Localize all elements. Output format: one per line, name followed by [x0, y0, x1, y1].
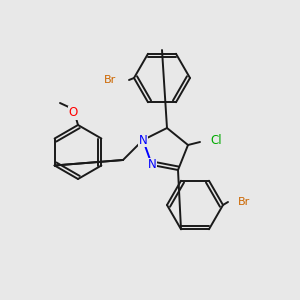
Text: Br: Br	[238, 197, 250, 207]
Text: Cl: Cl	[210, 134, 222, 146]
Text: N: N	[139, 134, 147, 146]
Text: Br: Br	[104, 75, 116, 85]
Text: N: N	[148, 158, 156, 172]
Text: O: O	[68, 106, 78, 119]
